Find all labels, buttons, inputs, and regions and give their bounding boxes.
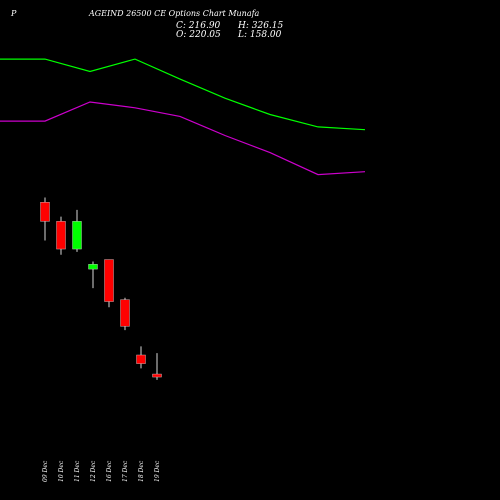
x-tick-label: 19 Dec	[154, 460, 161, 482]
candle-body	[72, 221, 82, 250]
x-tick-label: 10 Dec	[58, 460, 65, 482]
x-tick-label: 11 Dec	[74, 460, 81, 482]
candle-09-dec	[40, 197, 50, 241]
candle-16-dec	[104, 259, 114, 308]
candles	[40, 197, 162, 380]
indicator-line-1	[0, 58, 366, 131]
open-value: O: 220.05	[176, 30, 221, 40]
candle-17-dec	[120, 297, 130, 331]
candle-body	[56, 221, 66, 250]
chart-title: AGEIND 26500 CE Options Chart Munafa	[89, 9, 260, 18]
indicator-lines	[0, 58, 366, 176]
x-tick-label: 09 Dec	[42, 460, 49, 482]
candle-12-dec	[88, 261, 98, 289]
candle-body	[136, 354, 146, 364]
candle-body	[120, 299, 130, 327]
x-tick-label: 18 Dec	[138, 460, 145, 482]
candle-body	[152, 373, 162, 378]
candle-10-dec	[56, 216, 66, 255]
x-axis-ticks: 09 Dec 10 Dec 11 Dec 12 Dec 16 Dec 17 Dec 18 D…	[42, 460, 161, 482]
candle-body	[88, 264, 98, 270]
candle-18-dec	[136, 346, 146, 369]
close-value: C: 216.90	[176, 21, 221, 31]
x-tick-label: 12 Dec	[90, 460, 97, 482]
x-tick-label: 16 Dec	[106, 460, 113, 482]
x-tick-label: 17 Dec	[122, 460, 129, 482]
high-value: H: 326.15	[238, 21, 284, 31]
candle-19-dec	[152, 353, 162, 380]
candle-body	[104, 259, 114, 302]
indicator-line-2	[0, 101, 366, 176]
low-value: L: 158.00	[238, 30, 282, 40]
chart-left-letter: P	[11, 9, 17, 18]
candle-11-dec	[72, 209, 82, 252]
candle-body	[40, 202, 50, 222]
